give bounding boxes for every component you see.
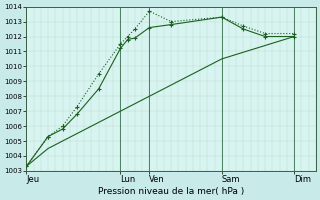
X-axis label: Pression niveau de la mer( hPa ): Pression niveau de la mer( hPa ) xyxy=(98,187,244,196)
